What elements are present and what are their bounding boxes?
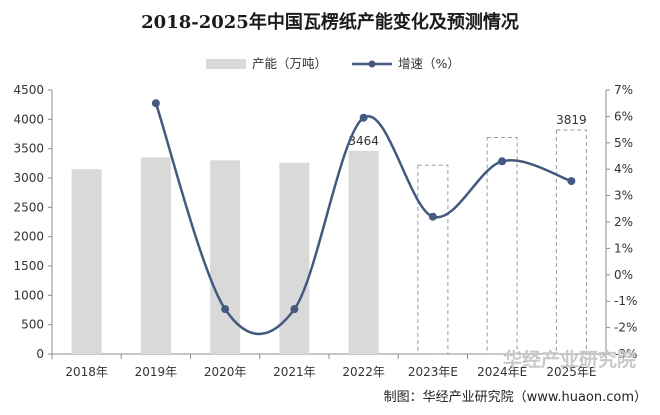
x-tick-label: 2018年 (65, 365, 108, 379)
legend: 产能（万吨） 增速（%） (206, 56, 460, 71)
watermark: 华经产业研究院 (503, 348, 636, 371)
bar (348, 150, 379, 354)
bar-data-label: 3819 (556, 113, 587, 127)
forecast-bar (486, 137, 518, 355)
legend-line-marker (368, 60, 376, 68)
y-left-tick-label: 0 (36, 347, 44, 361)
y-right-tick-label: 4% (614, 162, 633, 176)
x-tick-label: 2019年 (135, 365, 178, 379)
y-right-tick-label: -2% (614, 321, 637, 335)
growth-point (567, 177, 576, 186)
y-left-tick-label: 4500 (13, 83, 44, 97)
chart-title: 2018-2025年中国瓦楞纸产能变化及预测情况 (141, 11, 519, 33)
x-tick-label: 2023年E (408, 365, 458, 379)
legend-bar-swatch (206, 59, 246, 69)
y-left-tick-label: 1000 (13, 288, 44, 302)
y-left-tick-label: 4000 (13, 112, 44, 126)
bar (279, 162, 310, 354)
bar (140, 157, 171, 354)
growth-point (290, 305, 299, 314)
legend-line-label: 增速（%） (398, 56, 460, 71)
y-right-tick-label: 5% (614, 136, 633, 150)
plot-area: 0 500 1000 1500 2000 2500 3000 3500 4000 4500 -3% -… (13, 83, 637, 379)
y-right-tick-label: -1% (614, 294, 637, 308)
y-left-tick-label: 1500 (13, 259, 44, 273)
x-tick-label: 2025年E (546, 365, 596, 379)
growth-point (428, 212, 437, 221)
y-left-tick-label: 2000 (13, 230, 44, 244)
y-right-tick-label: 2% (614, 215, 633, 229)
x-tick-label: 2022年 (342, 365, 385, 379)
bar (71, 169, 102, 354)
bar (210, 160, 241, 354)
y-left-tick-label: 3000 (13, 171, 44, 185)
y-right-tick-label: 3% (614, 189, 633, 203)
x-tick-label: 2024年E (477, 365, 527, 379)
growth-point (151, 99, 160, 108)
y-left-tick-label: 3500 (13, 142, 44, 156)
y-right-tick-label: -3% (614, 347, 637, 361)
growth-point (359, 113, 368, 122)
forecast-bar (417, 164, 449, 355)
y-right-tick-label: 7% (614, 83, 633, 97)
source-note: 制图：华经产业研究院（www.huaon.com） (384, 390, 647, 405)
legend-bar-label: 产能（万吨） (252, 56, 327, 71)
x-tick-label: 2021年 (273, 365, 316, 379)
x-tick-label: 2020年 (204, 365, 247, 379)
bar-data-label: 3464 (348, 134, 379, 148)
y-left-tick-label: 2500 (13, 200, 44, 214)
y-right-tick-label: 6% (614, 109, 633, 123)
growth-line (154, 102, 572, 336)
y-left-tick-label: 500 (21, 318, 44, 332)
y-right-tick-label: 1% (614, 241, 633, 255)
growth-point (221, 305, 230, 314)
forecast-bar (555, 129, 587, 355)
growth-point (498, 157, 507, 166)
y-right-tick-label: 0% (614, 268, 633, 282)
